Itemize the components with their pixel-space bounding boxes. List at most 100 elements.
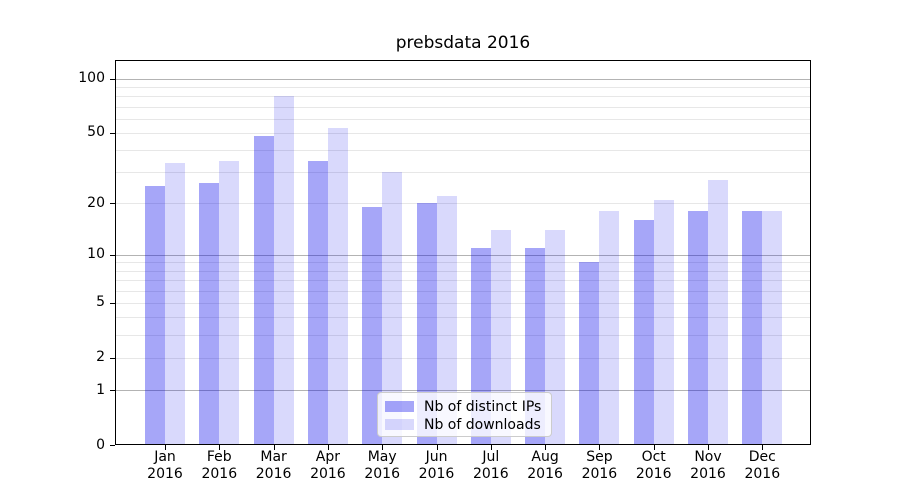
minor-gridline [115,302,811,304]
major-gridline [115,254,811,256]
x-tick-year: 2016 [418,465,455,482]
x-tick-year: 2016 [690,465,726,482]
bar-ips-may [362,207,383,445]
bar-ips-jun [416,203,437,445]
x-tick-mark [599,445,601,450]
x-tick-label: Nov 2016 [676,449,740,482]
x-tick-month: Jan [154,449,176,465]
legend-swatch [385,401,414,412]
x-tick-mark [490,445,492,450]
minor-gridline [115,86,811,88]
bar-downloads-sep [599,211,620,445]
x-tick-year: 2016 [364,465,400,482]
y-tick-label: 100 [78,70,105,87]
bar-ips-jan [145,186,165,445]
x-tick-month: Nov [694,449,722,465]
x-tick-month: Oct [641,449,666,465]
x-tick-month: May [367,449,397,465]
x-tick-year: 2016 [527,465,563,482]
x-tick-month: Jun [425,449,448,465]
x-tick-mark [327,445,329,450]
y-tick-mark [110,302,115,304]
minor-gridline [115,262,811,264]
bar-downloads-apr [327,128,348,445]
minor-gridline [115,150,811,152]
x-tick-mark [762,445,764,450]
y-tick-mark [110,254,115,256]
x-tick-year: 2016 [744,465,781,482]
x-tick-month: Aug [531,449,559,465]
x-tick-label: Apr 2016 [296,449,360,482]
minor-gridline [115,118,811,120]
y-tick-label: 1 [96,381,105,398]
minor-gridline [115,132,811,134]
legend-swatch [385,419,414,430]
bar-downloads-jan [165,162,185,445]
bar-ips-mar [253,136,274,445]
bar-ips-dec [742,211,763,445]
legend-entry: Nb of distinct IPs [385,398,551,415]
y-tick-mark [110,132,115,134]
y-tick-label: 0 [96,436,105,453]
x-tick-label: Jun 2016 [405,449,469,482]
y-tick-mark [110,445,115,446]
bar-ips-sep [579,262,600,445]
x-tick-label: Dec 2016 [730,449,794,482]
x-tick-month: Feb [206,449,232,465]
minor-gridline [115,279,811,281]
bar-ips-oct [633,220,654,445]
chart-title: prebsdata 2016 [395,33,531,53]
x-tick-mark [219,445,221,450]
x-tick-month: Mar [260,449,287,465]
y-tick-label: 2 [96,349,105,366]
x-tick-year: 2016 [201,465,238,482]
x-tick-year: 2016 [147,465,183,482]
legend: Nb of distinct IPs Nb of downloads [377,392,552,437]
y-tick-label: 50 [87,124,105,141]
minor-gridline [115,334,811,336]
bar-ips-feb [199,183,220,445]
bar-downloads-dec [762,211,783,445]
bar-downloads-nov [708,180,728,445]
x-tick-year: 2016 [581,465,618,482]
bar-downloads-oct [653,199,674,445]
x-tick-year: 2016 [310,465,346,482]
x-tick-month: Dec [748,449,776,465]
x-tick-mark [708,445,709,450]
x-tick-label: Feb 2016 [187,449,251,482]
x-tick-label: Oct 2016 [622,449,686,482]
x-tick-year: 2016 [635,465,672,482]
x-tick-mark [545,445,547,450]
x-tick-label: Jul 2016 [459,449,523,482]
y-tick-mark [110,203,115,205]
y-tick-label: 20 [87,194,105,211]
minor-gridline [115,96,811,98]
x-tick-month: Apr [315,449,340,465]
bar-downloads-jul [490,230,511,445]
legend-label: Nb of downloads [424,416,541,433]
minor-gridline [115,203,811,205]
x-tick-mark [382,445,384,450]
x-tick-year: 2016 [472,465,509,482]
y-tick-label: 10 [87,246,105,263]
x-tick-label: Aug 2016 [513,449,577,482]
minor-gridline [115,357,811,359]
legend-entry: Nb of downloads [385,416,551,433]
bar-ips-nov [688,211,708,445]
bar-downloads-aug [545,230,566,445]
x-tick-label: Jan 2016 [133,449,197,482]
x-tick-month: Jul [482,449,500,465]
major-gridline [115,390,811,391]
x-tick-label: Sep 2016 [567,449,631,482]
bar-ips-apr [307,160,328,445]
minor-gridline [115,270,811,272]
bar-downloads-mar [273,96,294,445]
x-tick-label: Mar 2016 [242,449,306,482]
bar-downloads-may [382,172,403,445]
x-tick-mark [165,445,166,450]
y-tick-mark [110,78,115,80]
minor-gridline [115,317,811,319]
x-tick-year: 2016 [255,465,292,482]
minor-gridline [115,290,811,292]
